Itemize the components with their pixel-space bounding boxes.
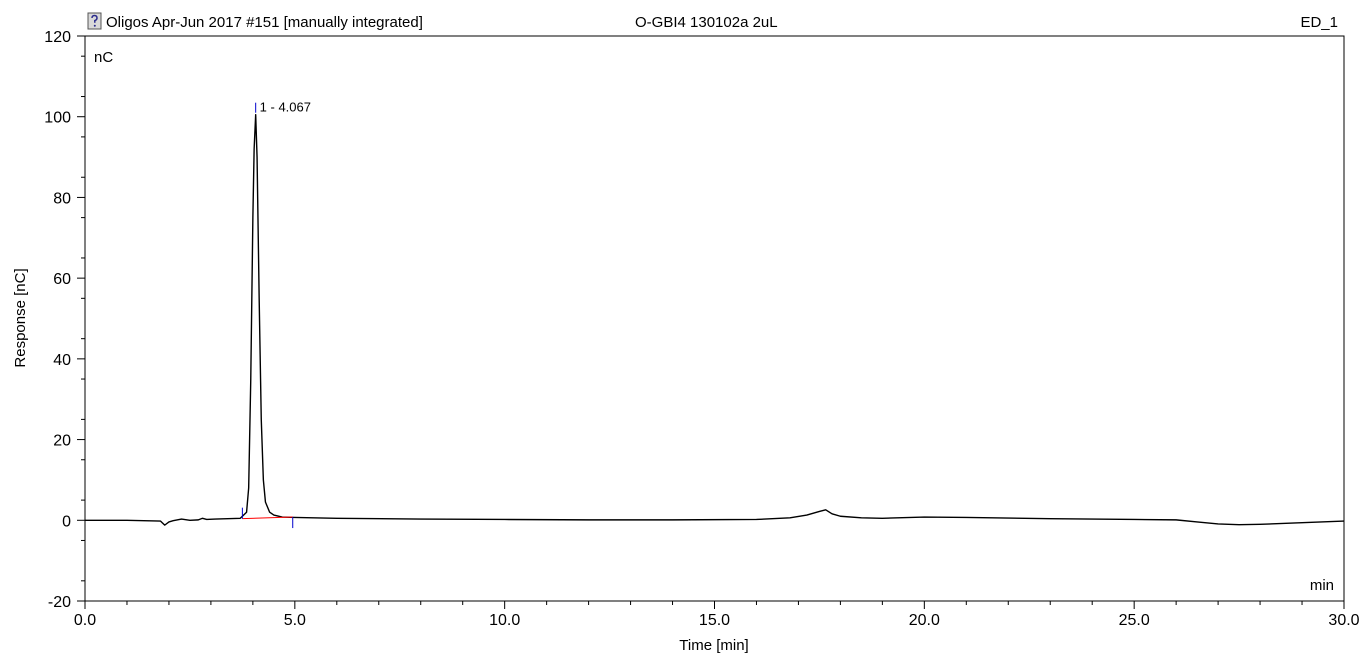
x-tick-label: 25.0	[1119, 612, 1150, 629]
y-tick-label: 60	[53, 271, 71, 288]
x-tick-label: 5.0	[284, 612, 306, 629]
y-tick-label: 100	[44, 110, 71, 127]
y-axis: -20 0 20 40 60 80 100 120	[44, 29, 85, 611]
x-tick-label: 10.0	[489, 612, 520, 629]
x-tick-label: 30.0	[1328, 612, 1359, 629]
x-tick-label: 15.0	[699, 612, 730, 629]
x-tick-label: 0.0	[74, 612, 96, 629]
plot-area: 1 - 4.067	[85, 100, 1345, 529]
y-axis-title: Response [nC]	[12, 268, 29, 367]
y-unit-label: nC	[94, 49, 113, 66]
help-document-icon	[87, 12, 102, 30]
header-bar: Oligos Apr-Jun 2017 #151 [manually integ…	[87, 12, 1338, 31]
signal-trace	[85, 114, 1345, 526]
x-axis: 0.0 5.0 10.0 15.0 20.0 25.0 30.0	[74, 601, 1359, 629]
y-tick-label: 40	[53, 352, 71, 369]
y-tick-label: 120	[44, 29, 71, 46]
y-tick-label: 20	[53, 433, 71, 450]
sample-name: O-GBI4 130102a 2uL	[635, 14, 778, 31]
y-tick-label: 0	[62, 513, 71, 530]
channel-name: ED_1	[1300, 14, 1338, 31]
peak-baseline	[242, 516, 293, 520]
x-unit-label: min	[1310, 577, 1334, 594]
sequence-name: Oligos Apr-Jun 2017 #151 [manually integ…	[106, 14, 423, 31]
x-axis-title: Time [min]	[679, 637, 748, 654]
y-tick-label: 80	[53, 190, 71, 207]
y-tick-label: -20	[48, 594, 71, 611]
peak-label: 1 - 4.067	[260, 100, 311, 115]
x-tick-label: 20.0	[909, 612, 940, 629]
